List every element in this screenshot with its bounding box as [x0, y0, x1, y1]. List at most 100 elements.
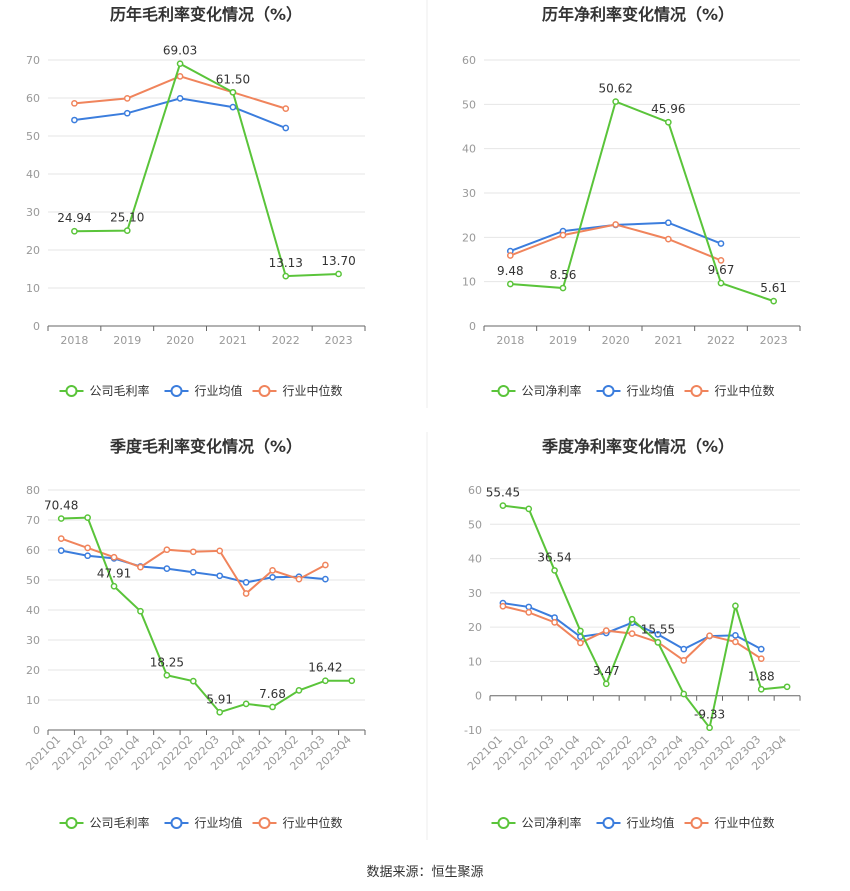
data-point-avg: [282, 124, 290, 132]
x-tick-label: 2019: [113, 334, 141, 347]
data-label: 1.88: [748, 669, 775, 683]
legend-label: 公司毛利率: [90, 815, 150, 830]
y-tick-label: 60: [26, 544, 40, 557]
data-point-company: [57, 515, 65, 522]
y-tick-label: 30: [26, 206, 40, 219]
data-label: 15.55: [641, 622, 675, 636]
data-point-company: [783, 683, 791, 691]
data-point-company: [295, 687, 303, 694]
data-point-company: [242, 700, 250, 708]
data-point-median: [269, 567, 276, 574]
data-point-company: [137, 607, 144, 615]
legend-item-avg[interactable]: 行业均值: [596, 383, 675, 398]
x-tick-label: 2018: [496, 334, 524, 347]
legend-item-avg[interactable]: 行业均值: [596, 815, 675, 830]
legend-item-avg[interactable]: 行业均值: [164, 815, 243, 830]
legend-item-company[interactable]: 公司净利率: [491, 815, 582, 830]
x-tick-label: 2021: [654, 334, 682, 347]
data-point-median: [664, 235, 672, 243]
data-point-avg: [717, 240, 725, 247]
x-tick-label: 2023: [325, 334, 353, 347]
data-point-median: [732, 638, 739, 646]
data-point-avg: [269, 573, 276, 581]
series-line-company: [61, 516, 352, 714]
y-tick-label: 40: [26, 604, 40, 617]
data-label: 9.67: [708, 263, 735, 277]
legend-marker: [65, 385, 78, 397]
y-tick-label: 20: [26, 664, 40, 677]
legend-item-company[interactable]: 公司净利率: [491, 383, 582, 398]
legend-marker: [258, 385, 271, 397]
legend-item-median[interactable]: 行业中位数: [684, 815, 775, 830]
data-point-company: [770, 297, 778, 305]
data-point-company: [322, 677, 329, 685]
y-tick-label: 80: [26, 484, 40, 497]
data-point-median: [57, 535, 65, 542]
data-point-company: [664, 118, 672, 126]
data-point-median: [499, 602, 507, 610]
x-tick-label: 2022: [707, 334, 735, 347]
data-point-company: [189, 677, 197, 685]
data-label: 47.91: [97, 566, 131, 580]
data-point-company: [269, 703, 276, 711]
data-point-company: [612, 98, 620, 105]
legend-label: 行业均值: [195, 815, 243, 830]
data-label: 5.91: [206, 692, 233, 706]
x-tick-label: 2023: [760, 334, 788, 347]
data-point-median: [295, 575, 303, 583]
data-point-median: [559, 231, 567, 239]
y-tick-label: -10: [464, 724, 482, 737]
data-point-avg: [757, 645, 765, 653]
series-line-avg: [74, 97, 287, 129]
y-tick-label: 30: [468, 587, 482, 600]
legend-item-avg[interactable]: 行业均值: [164, 383, 243, 398]
y-tick-label: 0: [469, 320, 476, 333]
data-label: 50.62: [598, 82, 632, 96]
data-label: 69.03: [163, 44, 197, 58]
legend-label: 公司毛利率: [90, 383, 150, 398]
data-label: 36.54: [537, 550, 571, 564]
x-tick-label: 2020: [166, 334, 194, 347]
legend-marker: [602, 817, 615, 829]
y-tick-label: 0: [475, 690, 482, 703]
y-tick-label: 20: [462, 231, 476, 244]
data-point-median: [551, 618, 558, 626]
chart-1: 历年毛利率变化情况（%） 0 10 20 30 40 50 60 70 2018 2019 2020 2…: [26, 5, 366, 398]
data-point-median: [242, 590, 250, 597]
data-point-median: [506, 252, 514, 259]
y-tick-label: 40: [468, 553, 482, 566]
legend-item-median[interactable]: 行业中位数: [684, 383, 775, 398]
data-point-avg: [229, 103, 237, 111]
series-line-median: [509, 223, 722, 262]
chart-4: 季度净利率变化情况（%）-1001020304050602021Q12021Q2…: [464, 437, 801, 830]
legend-item-median[interactable]: 行业中位数: [252, 815, 343, 830]
legend-label: 行业中位数: [283, 815, 343, 830]
data-point-median: [110, 553, 118, 561]
y-tick-label: 70: [26, 54, 40, 67]
data-point-median: [163, 546, 171, 554]
data-point-median: [123, 95, 131, 102]
series-line-median: [74, 75, 287, 110]
data-label: 18.25: [150, 655, 184, 669]
data-point-median: [71, 99, 78, 107]
series-line-company: [502, 504, 788, 731]
legend-marker: [258, 817, 271, 829]
data-point-company: [551, 567, 558, 574]
y-tick-label: 0: [33, 320, 40, 333]
x-tick-label: 2022: [272, 334, 300, 347]
legend-marker: [497, 385, 510, 397]
data-point-avg: [189, 568, 197, 576]
chart-title: 季度净利率变化情况（%）: [541, 437, 734, 456]
data-point-avg: [57, 547, 65, 554]
data-point-company: [229, 88, 237, 96]
y-tick-label: 50: [462, 98, 476, 111]
legend-item-company[interactable]: 公司毛利率: [59, 383, 150, 398]
y-tick-label: 10: [26, 282, 40, 295]
chart-title: 历年净利率变化情况（%）: [542, 5, 734, 24]
data-point-company: [525, 505, 533, 513]
legend-item-median[interactable]: 行业中位数: [252, 383, 343, 398]
y-tick-label: 50: [26, 130, 40, 143]
data-label: 70.48: [44, 499, 78, 513]
legend-item-company[interactable]: 公司毛利率: [59, 815, 150, 830]
